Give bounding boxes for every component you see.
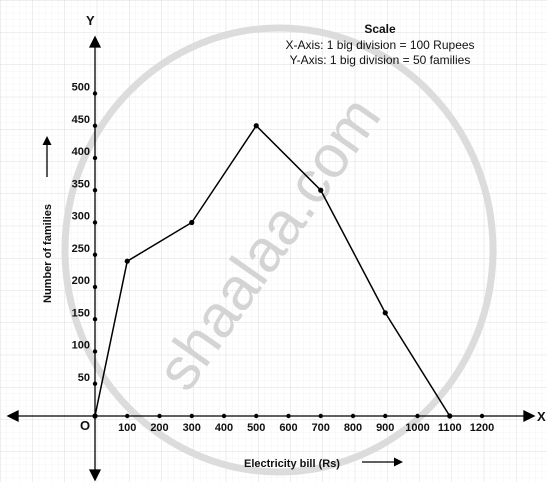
x-tick-label-800: 800 (344, 422, 362, 434)
data-point-300 (189, 219, 195, 226)
x-tick-mark-500 (254, 413, 259, 419)
x-tick-mark-800 (350, 413, 356, 419)
data-point-0 (92, 413, 98, 419)
series-points (92, 123, 453, 419)
data-point-1100 (447, 413, 453, 419)
x-axis-letter: X (537, 409, 546, 424)
data-point-700 (318, 187, 324, 193)
x-tick-mark-1200 (479, 413, 485, 419)
axes (6, 35, 536, 482)
x-tick-label-100: 100 (118, 422, 136, 434)
x-tick-label-400: 400 (215, 422, 233, 434)
y-tick-label-50: 50 (78, 372, 90, 384)
y-axis-title-arrowhead (42, 136, 52, 145)
y-tick-mark-400 (92, 155, 98, 161)
x-tick-mark-300 (189, 413, 194, 419)
x-axis-title: Electricity bill (Rs) (244, 458, 340, 470)
y-axis-title-group: Number of families (42, 136, 54, 303)
scale-title: Scale (364, 22, 396, 36)
x-tick-mark-1000 (415, 413, 420, 419)
y-tick-marks (92, 91, 98, 386)
scale-x-line: X-Axis: 1 big division = 100 Rupees (285, 38, 474, 52)
data-point-500 (253, 123, 259, 129)
y-tick-label-300: 300 (72, 211, 90, 223)
x-tick-mark-400 (221, 413, 227, 419)
y-tick-label-200: 200 (72, 275, 90, 287)
y-tick-label-100: 100 (72, 340, 90, 352)
x-tick-mark-200 (157, 413, 162, 419)
y-axis-arrow-up (88, 35, 102, 48)
scale-y-line: Y-Axis: 1 big division = 50 families (290, 53, 471, 67)
x-tick-mark-600 (286, 413, 291, 419)
x-axis-arrow-right (523, 409, 536, 423)
y-tick-mark-300 (92, 220, 98, 225)
x-tick-label-1000: 1000 (405, 422, 429, 434)
y-tick-mark-100 (92, 349, 98, 354)
y-axis-letter: Y (86, 13, 95, 28)
x-tick-mark-700 (318, 413, 323, 419)
y-tick-label-150: 150 (72, 307, 90, 319)
data-point-100 (124, 258, 130, 264)
x-tick-label-1100: 1100 (438, 422, 462, 434)
x-tick-mark-100 (125, 413, 130, 419)
x-tick-label-600: 600 (279, 422, 297, 434)
x-tick-label-300: 300 (183, 422, 201, 434)
y-tick-mark-200 (92, 284, 98, 290)
y-tick-mark-350 (92, 188, 98, 193)
x-tick-label-700: 700 (312, 422, 330, 434)
scale-legend: Scale X-Axis: 1 big division = 100 Rupee… (285, 22, 474, 67)
y-axis-title: Number of families (42, 204, 54, 303)
y-tick-label-350: 350 (72, 178, 90, 190)
y-tick-mark-450 (92, 123, 98, 128)
x-tick-marks (125, 413, 485, 419)
y-axis-arrow-down (88, 469, 102, 482)
y-tick-mark-150 (92, 317, 98, 322)
y-tick-label-250: 250 (72, 243, 90, 255)
x-axis-arrow-left (6, 409, 19, 423)
watermark-ring (61, 24, 497, 476)
y-tick-label-400: 400 (72, 146, 90, 158)
x-tick-label-1200: 1200 (470, 422, 494, 434)
x-axis-title-group: Electricity bill (Rs) (244, 457, 403, 470)
y-tick-mark-500 (92, 91, 98, 96)
x-tick-label-200: 200 (150, 422, 168, 434)
y-tick-mark-50 (92, 381, 98, 386)
y-tick-label-450: 450 (72, 114, 90, 126)
data-point-900 (382, 310, 388, 316)
x-tick-label-500: 500 (247, 422, 265, 434)
x-tick-labels: 100 200 300 400 500 600 700 800 900 1000 1100 1200 (118, 422, 494, 434)
origin-label: O (80, 418, 90, 433)
y-tick-label-500: 500 (72, 82, 90, 94)
y-tick-mark-250 (92, 252, 98, 257)
x-tick-label-900: 900 (376, 422, 394, 434)
y-tick-labels: 50 100 150 200 250 300 350 400 450 500 (72, 82, 90, 384)
x-axis-title-arrowhead (394, 457, 403, 467)
x-tick-mark-900 (383, 413, 388, 419)
